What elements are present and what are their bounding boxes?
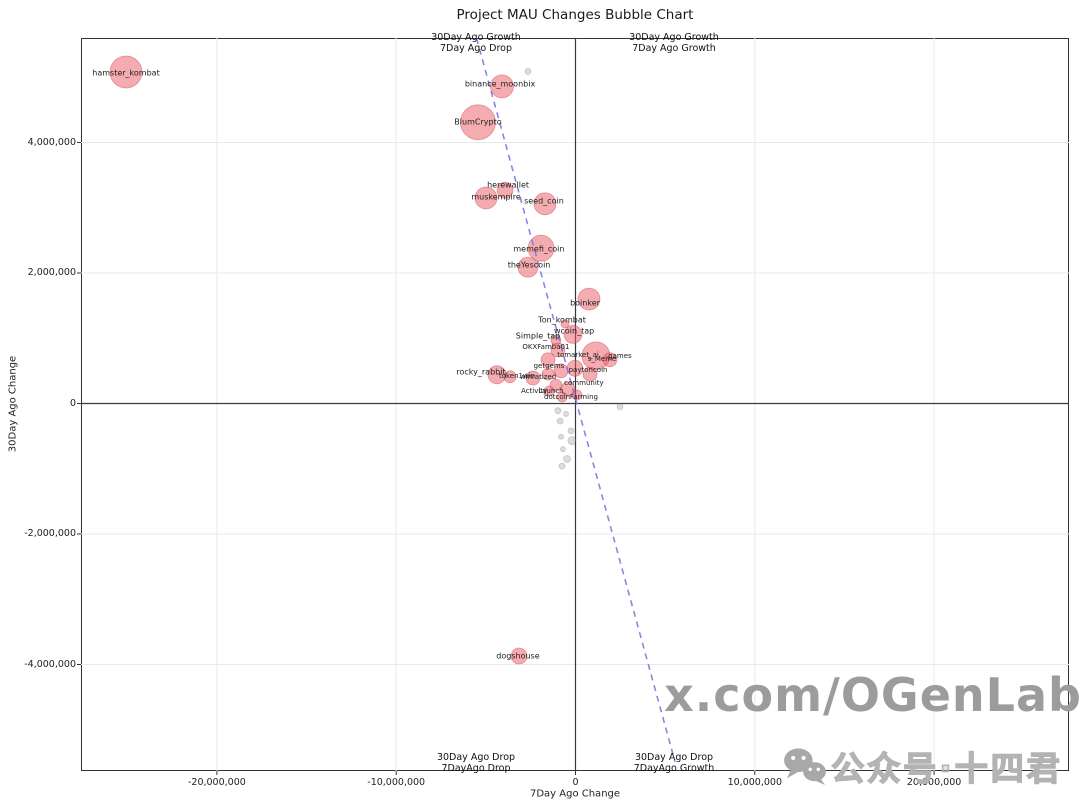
- quadrant-label-line: 30Day Ago Growth: [431, 32, 521, 43]
- wechat-icon: [784, 748, 826, 785]
- quadrant-label-line: 7Day Ago Growth: [632, 43, 716, 54]
- x-tick-label: 0: [572, 777, 579, 788]
- quadrant-label-line: 7Day Ago Drop: [439, 43, 513, 54]
- quadrant-label-line: 30Day Ago Growth: [629, 32, 719, 43]
- y-tick-label: -4,000,000: [24, 658, 76, 670]
- wechat-watermark-text: 公众号·十四君: [830, 748, 1063, 789]
- quadrant-label-line: 7DayAgo Drop: [441, 763, 511, 774]
- x-tick-label: -20,000,000: [187, 777, 246, 788]
- watermark-x-handle: x.com/OGenLab: [664, 668, 1080, 722]
- y-axis-label: 30Day Ago Change: [7, 355, 19, 453]
- quadrant-label-top-left: 30Day Ago Growth 7Day Ago Drop: [431, 32, 521, 54]
- plot-area: [81, 38, 1069, 771]
- chart-title: Project MAU Changes Bubble Chart: [456, 7, 694, 23]
- quadrant-label-line: 30Day Ago Drop: [634, 752, 714, 763]
- quadrant-label-line: 7DayAgo Growth: [633, 763, 715, 774]
- y-tick-label: 4,000,000: [27, 136, 76, 148]
- quadrant-label-bottom-right: 30Day Ago Drop 7DayAgo Growth: [634, 752, 715, 774]
- quadrant-label-line: 30Day Ago Drop: [436, 752, 516, 763]
- y-tick-label: -2,000,000: [24, 528, 76, 539]
- quadrant-label-top-right: 30Day Ago Growth 7Day Ago Growth: [629, 32, 719, 54]
- y-tick-label: 2,000,000: [27, 267, 76, 278]
- x-tick-label: -10,000,000: [367, 777, 426, 788]
- x-tick-label: 10,000,000: [727, 777, 782, 788]
- x-axis-label: 7Day Ago Change: [529, 788, 621, 800]
- quadrant-label-bottom-left: 30Day Ago Drop 7DayAgo Drop: [437, 752, 515, 774]
